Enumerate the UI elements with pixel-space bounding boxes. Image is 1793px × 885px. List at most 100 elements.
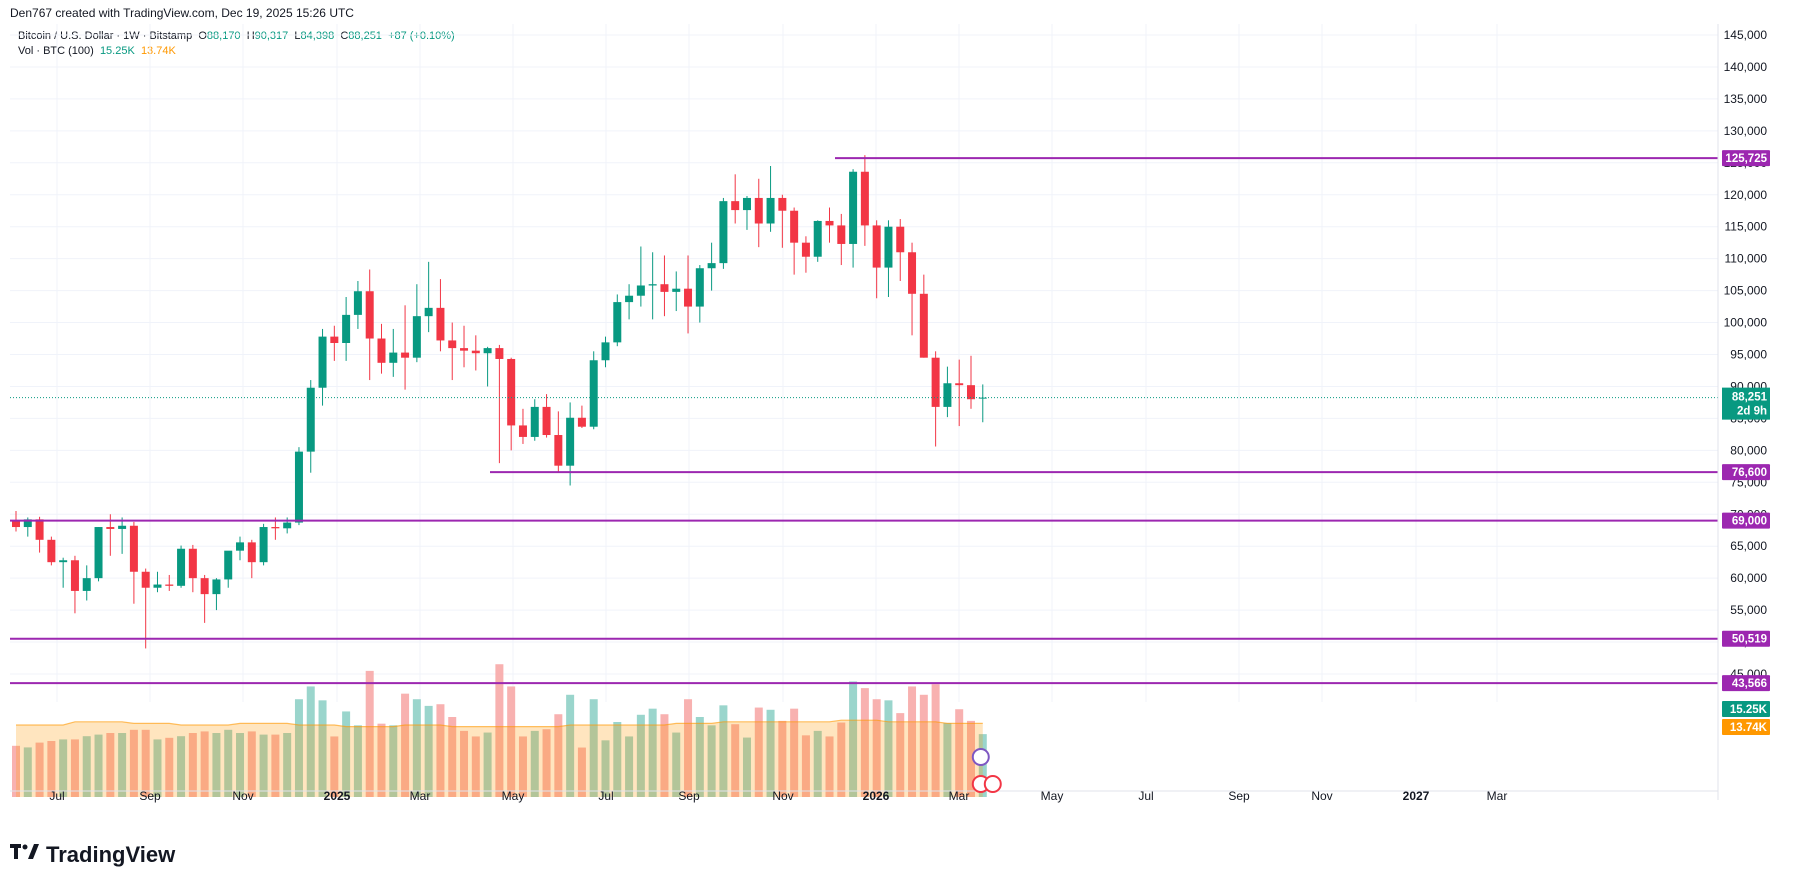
candle-body	[566, 417, 575, 466]
level-badge: 43,566	[1722, 675, 1770, 692]
volume-bar	[224, 729, 233, 797]
volume-bar	[23, 747, 32, 797]
volume-bar	[801, 735, 810, 797]
candle-body	[872, 225, 881, 268]
candle-body	[247, 542, 256, 563]
volume-ma-line	[16, 719, 983, 728]
volume-ma-badge-text: 13.74K	[1730, 722, 1768, 734]
candle-body	[896, 226, 905, 253]
level-badge-bg	[1722, 675, 1770, 692]
volume-bar	[742, 737, 751, 797]
volume-bar	[259, 734, 268, 797]
price-axis[interactable]: 145,000140,000135,000130,000125,000120,0…	[1717, 24, 1768, 800]
chart-canvas[interactable]: 145,000140,000135,000130,000125,000120,0…	[0, 24, 1793, 824]
price-tick-label: 80,000	[1730, 443, 1767, 457]
volume-bars	[12, 664, 987, 797]
level-badge-text: 50,519	[1732, 634, 1767, 646]
volume-bar	[236, 733, 245, 797]
level-badge-text: 125,725	[1725, 153, 1767, 165]
volume-bar	[47, 741, 56, 797]
volume-bar	[955, 709, 964, 797]
level-badge: 76,600	[1722, 464, 1770, 481]
candle-body	[589, 360, 598, 427]
price-tick-label: 105,000	[1724, 284, 1768, 298]
volume-bar	[471, 736, 480, 797]
grid	[10, 24, 1718, 702]
candle-body	[778, 197, 787, 211]
level-badge-text: 69,000	[1732, 516, 1767, 528]
symbol-legend[interactable]: Bitcoin / U.S. Dollar · 1W · Bitstamp O 8…	[18, 30, 455, 42]
open-label: O	[198, 30, 207, 42]
level-badge-text: 76,600	[1732, 467, 1767, 479]
volume-bar	[719, 705, 728, 797]
candle-body	[259, 527, 268, 563]
current-price-text: 88,251	[1732, 392, 1768, 404]
horizontal-levels[interactable]	[10, 157, 1718, 685]
volume-bar	[318, 700, 327, 797]
candle-body	[648, 284, 657, 286]
volume-bar	[931, 684, 940, 797]
time-axis[interactable]: Jul Sep Nov 2025 Mar May Jul Sep Nov 2026 Mar May Ju…	[10, 789, 1718, 803]
candle-body	[660, 284, 669, 292]
volume-bar	[860, 688, 869, 797]
candle-body	[412, 316, 421, 358]
candle-body	[59, 560, 68, 563]
time-tick-label: May	[502, 789, 525, 803]
volume-ma-area	[16, 720, 983, 797]
time-tick-label: Mar	[949, 789, 970, 803]
candle-body	[825, 220, 834, 226]
candle-body	[554, 435, 563, 466]
candle-body	[919, 293, 928, 358]
volume-bar	[12, 745, 20, 797]
volume-bar	[754, 707, 763, 797]
volume-bar	[306, 686, 315, 797]
candle-body	[931, 357, 940, 407]
event-marker-icon	[971, 748, 990, 766]
time-tick-label: Jul	[49, 789, 64, 803]
candle-body	[672, 288, 681, 292]
price-badges: 125,725 76,600 69,000 50,519 43,566 88,251 2d …	[971, 150, 1770, 793]
candle-body	[23, 519, 32, 528]
time-tick-label: 2026	[863, 789, 890, 803]
candle-body	[707, 263, 716, 269]
candle-body	[224, 550, 233, 580]
candle-body	[306, 387, 315, 452]
price-tick-label: 135,000	[1724, 92, 1768, 106]
chart-attribution: Den767 created with TradingView.com, Dec…	[10, 6, 354, 20]
level-badge-bg	[1722, 630, 1770, 647]
close-value: 88,251	[348, 30, 382, 42]
price-tick-label: 55,000	[1730, 603, 1767, 617]
candle-body	[719, 201, 728, 264]
candle-body	[943, 383, 952, 407]
level-badge: 125,725	[1722, 150, 1770, 167]
time-tick-label: May	[1041, 789, 1064, 803]
candle-body	[460, 348, 469, 351]
volume-legend[interactable]: Vol · BTC (100) 15.25K 13.74K	[18, 45, 176, 57]
candle-body	[365, 291, 374, 339]
volume-ma-badge: 13.74K	[1722, 719, 1770, 735]
price-tick-label: 110,000	[1725, 252, 1768, 266]
volume-bar	[188, 733, 197, 797]
volume-bar	[660, 714, 669, 797]
candle-body	[141, 571, 150, 588]
time-tick-label: 2025	[324, 789, 351, 803]
candle-body	[613, 302, 622, 343]
volume-bar	[165, 737, 174, 797]
level-badge-bg	[1722, 464, 1770, 481]
candle-body	[601, 342, 610, 361]
price-tick-label: 145,000	[1724, 28, 1768, 42]
tradingview-logo-icon	[10, 843, 40, 867]
volume-bar	[943, 723, 952, 797]
symbol-name: Bitcoin / U.S. Dollar · 1W · Bitstamp	[18, 30, 193, 42]
candle-body	[530, 406, 539, 437]
volume-bar	[271, 734, 280, 797]
candle-body	[129, 525, 138, 572]
price-tick-label: 60,000	[1730, 571, 1767, 585]
close-label: C	[340, 30, 349, 42]
price-tick-label: 95,000	[1730, 348, 1767, 362]
candle-body	[153, 584, 162, 588]
volume-bar	[424, 705, 433, 797]
candle-body	[754, 197, 763, 224]
candle-body	[955, 383, 964, 386]
candle-body	[790, 210, 799, 243]
